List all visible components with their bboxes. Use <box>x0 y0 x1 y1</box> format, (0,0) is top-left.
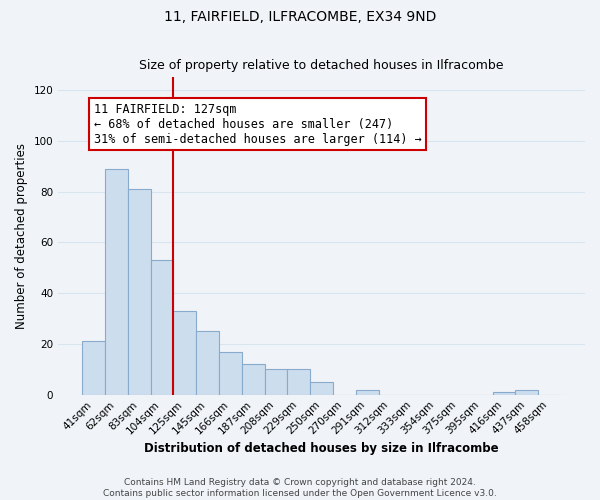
Bar <box>493 392 515 394</box>
Title: Size of property relative to detached houses in Ilfracombe: Size of property relative to detached ho… <box>139 59 504 72</box>
Bar <box>105 168 128 394</box>
Bar <box>515 390 538 394</box>
Bar <box>310 382 333 394</box>
Bar <box>219 352 242 395</box>
Bar <box>173 311 196 394</box>
Text: 11, FAIRFIELD, ILFRACOMBE, EX34 9ND: 11, FAIRFIELD, ILFRACOMBE, EX34 9ND <box>164 10 436 24</box>
Bar <box>82 342 105 394</box>
Bar <box>356 390 379 394</box>
Text: Contains HM Land Registry data © Crown copyright and database right 2024.
Contai: Contains HM Land Registry data © Crown c… <box>103 478 497 498</box>
Bar <box>242 364 265 394</box>
Bar <box>128 189 151 394</box>
Text: 11 FAIRFIELD: 127sqm
← 68% of detached houses are smaller (247)
31% of semi-deta: 11 FAIRFIELD: 127sqm ← 68% of detached h… <box>94 102 421 146</box>
Bar <box>151 260 173 394</box>
X-axis label: Distribution of detached houses by size in Ilfracombe: Distribution of detached houses by size … <box>144 442 499 455</box>
Bar <box>265 370 287 394</box>
Bar <box>287 370 310 394</box>
Bar <box>196 331 219 394</box>
Y-axis label: Number of detached properties: Number of detached properties <box>15 143 28 329</box>
